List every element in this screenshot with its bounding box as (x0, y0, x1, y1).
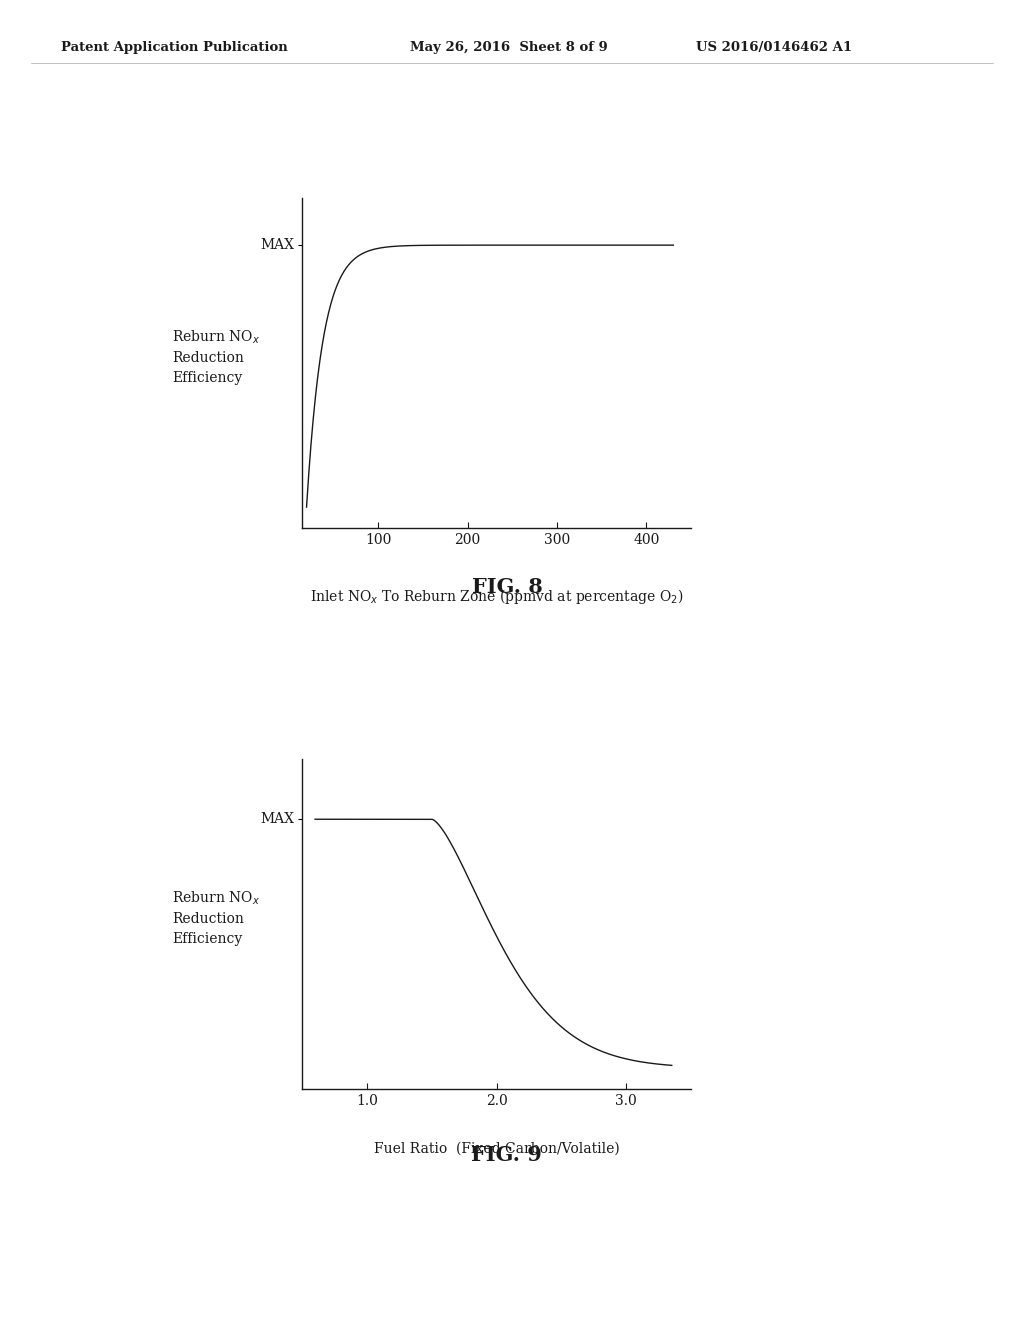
Text: Inlet NO$_x$ To Reburn Zone (ppmvd at percentage O$_2$): Inlet NO$_x$ To Reburn Zone (ppmvd at pe… (310, 587, 683, 606)
Text: Reburn NO$_x$
Reduction
Efficiency: Reburn NO$_x$ Reduction Efficiency (172, 329, 260, 384)
Text: FIG. 9: FIG. 9 (471, 1144, 543, 1166)
Text: FIG. 8: FIG. 8 (471, 577, 543, 598)
Text: Fuel Ratio  (Fixed Carbon/Volatile): Fuel Ratio (Fixed Carbon/Volatile) (374, 1142, 620, 1156)
Text: MAX: MAX (260, 812, 294, 826)
Text: MAX: MAX (260, 238, 294, 252)
Text: Patent Application Publication: Patent Application Publication (61, 41, 288, 54)
Text: US 2016/0146462 A1: US 2016/0146462 A1 (696, 41, 852, 54)
Text: Reburn NO$_x$
Reduction
Efficiency: Reburn NO$_x$ Reduction Efficiency (172, 890, 260, 945)
Text: May 26, 2016  Sheet 8 of 9: May 26, 2016 Sheet 8 of 9 (410, 41, 607, 54)
